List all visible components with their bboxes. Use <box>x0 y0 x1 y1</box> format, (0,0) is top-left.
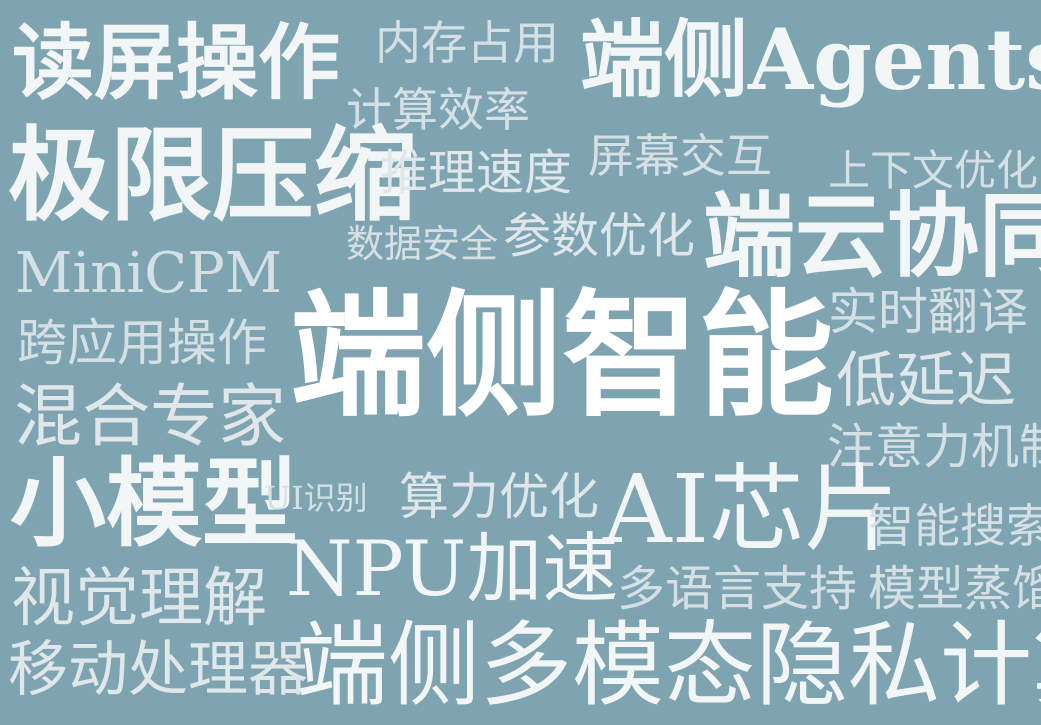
word-xiao-mo-xing: 小模型 <box>10 447 298 560</box>
word-npu-jia-su: NPU加速 <box>286 524 619 613</box>
word-hun-he-zhuan-jia: 混合专家 <box>14 378 287 457</box>
word-shu-ju-an-quan: 数据安全 <box>346 222 499 266</box>
word-shang-xia-wen-you-hua: 上下文优化 <box>828 146 1039 195</box>
word-du-ping-cao-zuo: 读屏操作 <box>12 15 341 111</box>
word-ji-xian-ya-suo: 极限压缩 <box>8 116 416 236</box>
word-duan-ce-zhi-neng: 端侧智能 <box>290 276 834 436</box>
word-minicpm: MiniCPM <box>15 241 283 306</box>
word-ai-xin-pian: AI芯片 <box>603 455 900 565</box>
word-ui-shi-bie: UI识别 <box>264 479 368 517</box>
word-suan-li-you-hua: 算力优化 <box>399 468 599 526</box>
word-duan-ce-agents: 端侧Agents <box>580 10 1041 109</box>
word-duan-yun-xie-tong: 端云协同 <box>703 182 1041 290</box>
word-shi-shi-fan-yi: 实时翻译 <box>828 283 1028 341</box>
word-duan-ce-duo-mo-tai-yin-si-ji-suan: 端侧多模态隐私计算 <box>296 612 1041 719</box>
word-shi-jue-li-jie: 视觉理解 <box>11 562 267 636</box>
word-ji-suan-xiao-lv: 计算效率 <box>346 83 530 137</box>
word-zhu-yi-li-ji-zhi: 注意力机制 <box>827 419 1041 475</box>
word-di-yan-chi: 低延迟 <box>836 346 1016 416</box>
word-ping-mu-jiao-hu: 屏幕交互 <box>588 129 772 183</box>
word-nei-cun-zhan-yong: 内存占用 <box>375 16 559 70</box>
word-zhi-neng-sou-suo: 智能搜索 <box>868 499 1041 553</box>
word-tui-li-su-du: 推理速度 <box>380 145 573 201</box>
word-yi-dong-chu-li-qi: 移动处理器 <box>8 635 308 705</box>
word-kua-ying-yong-cao-zuo: 跨应用操作 <box>17 314 267 372</box>
word-duo-yu-yan-zhi-chi: 多语言支持 <box>617 561 858 617</box>
word-mo-xing-zheng-liu: 模型蒸馏 <box>868 561 1041 617</box>
word-can-shu-you-hua: 参数优化 <box>503 208 696 264</box>
